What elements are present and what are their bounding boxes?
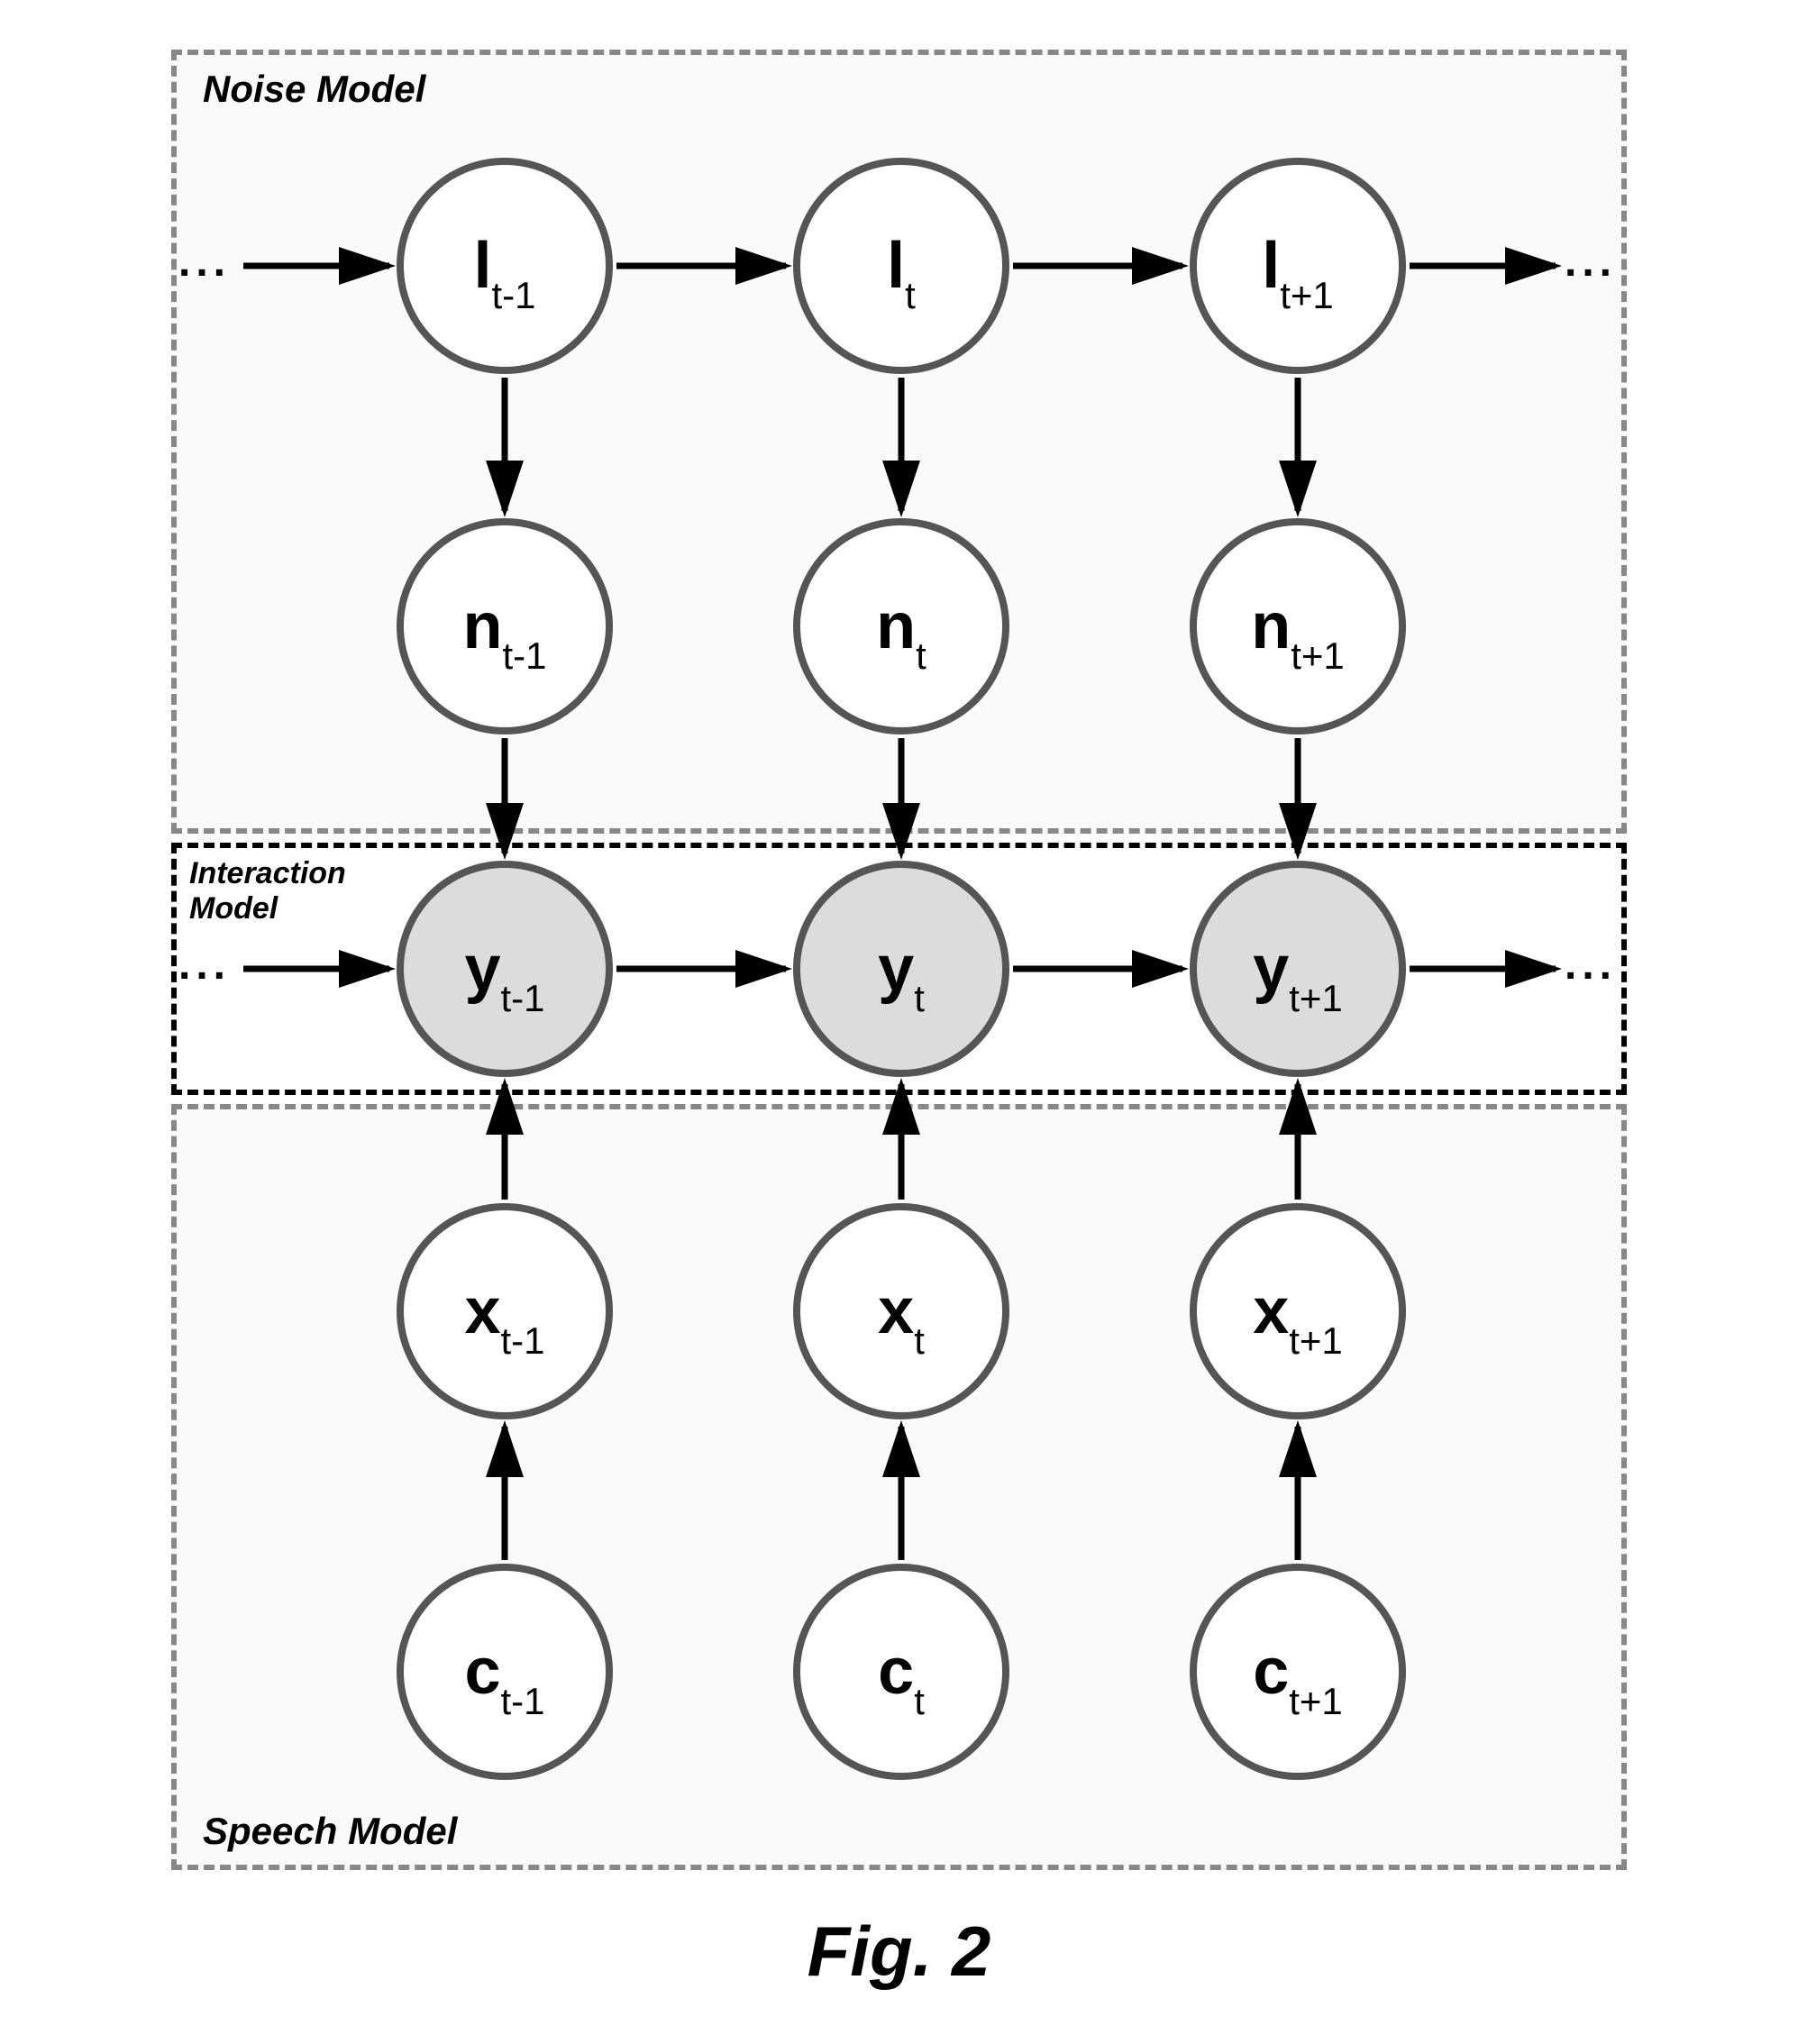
node-x1: xt — [793, 1203, 1009, 1419]
ellipsis-y-left: ... — [178, 940, 231, 990]
figure-caption: Fig. 2 — [0, 1911, 1798, 1993]
node-c1: ct — [793, 1564, 1009, 1780]
node-x0: xt-1 — [397, 1203, 613, 1419]
ellipsis-l-left: ... — [178, 237, 231, 287]
node-x2: xt+1 — [1190, 1203, 1406, 1419]
node-c0: ct-1 — [397, 1564, 613, 1780]
node-l2: lt+1 — [1190, 158, 1406, 374]
node-c2: ct+1 — [1190, 1564, 1406, 1780]
node-l0: lt-1 — [397, 158, 613, 374]
node-n0: nt-1 — [397, 518, 613, 735]
node-n1: nt — [793, 518, 1009, 735]
node-y1: yt — [793, 861, 1009, 1077]
diagram-frame: Noise Model Interaction Model Speech Mod… — [171, 50, 1627, 1870]
node-y0: yt-1 — [397, 861, 613, 1077]
ellipsis-l-right: ... — [1565, 237, 1617, 287]
node-l1: lt — [793, 158, 1009, 374]
node-n2: nt+1 — [1190, 518, 1406, 735]
ellipsis-y-right: ... — [1565, 940, 1617, 990]
page: Noise Model Interaction Model Speech Mod… — [0, 0, 1798, 2044]
node-y2: yt+1 — [1190, 861, 1406, 1077]
